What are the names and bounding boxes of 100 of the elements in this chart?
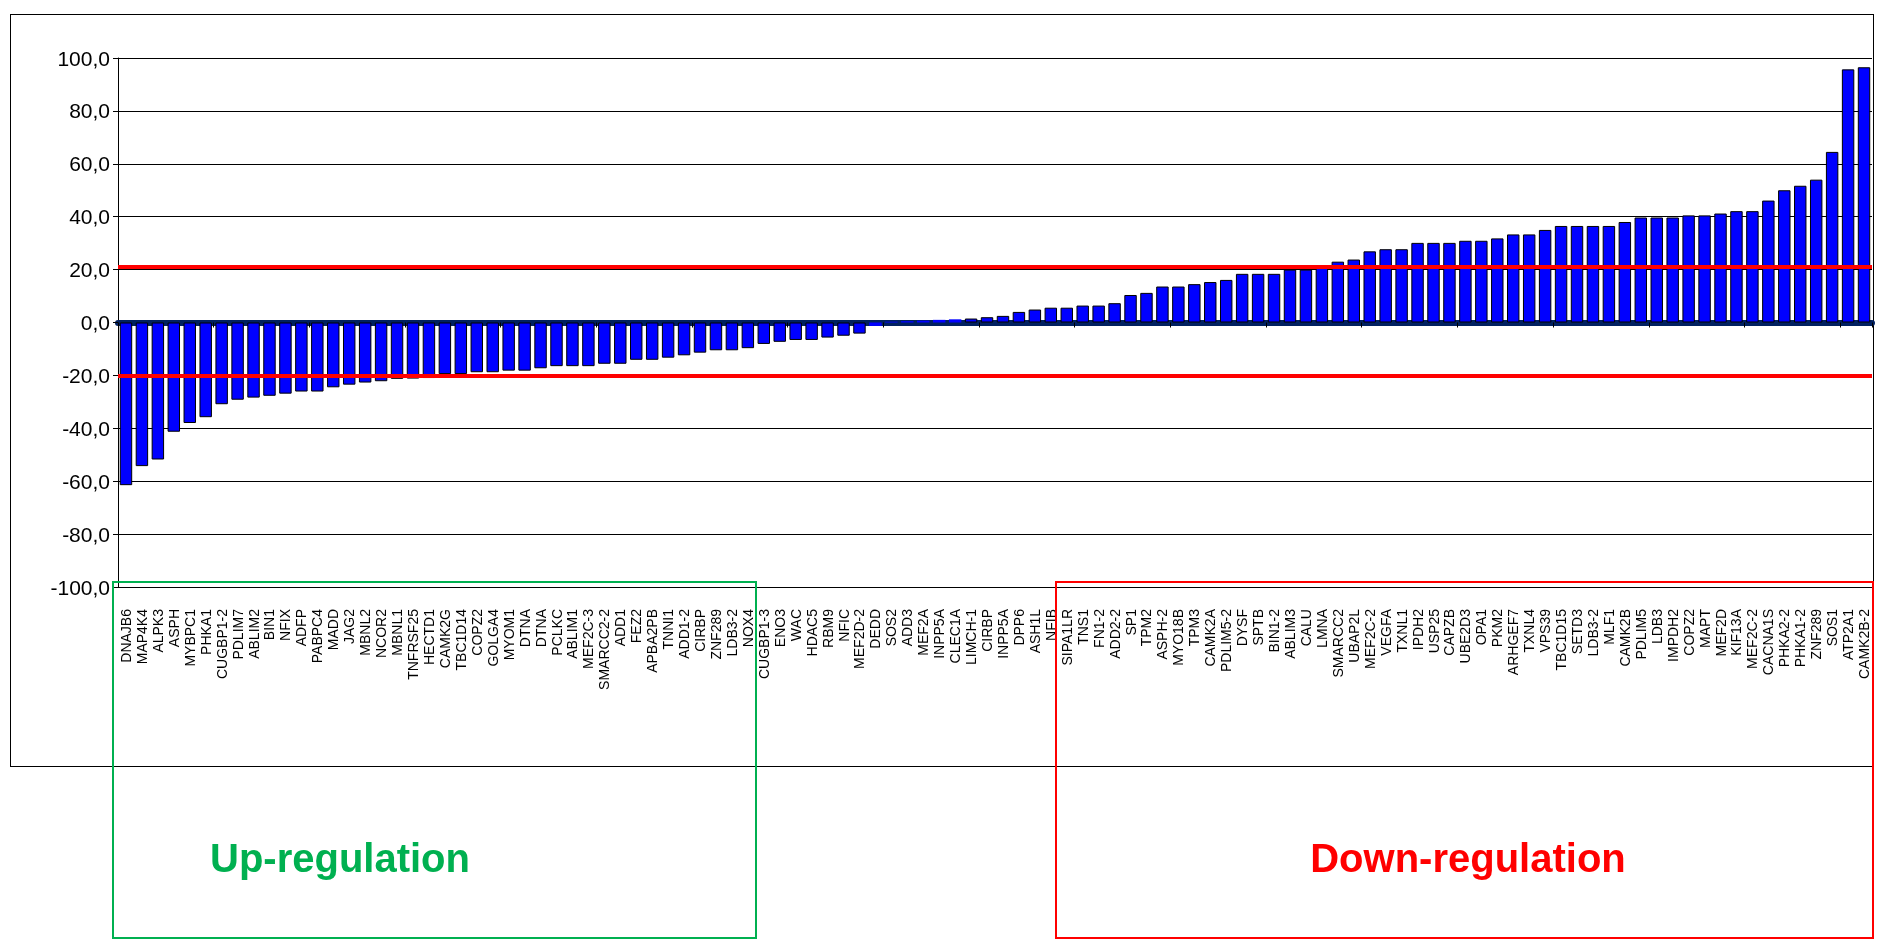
bar	[614, 322, 627, 364]
bar	[582, 322, 595, 367]
x-tick-label: LDB3-2	[723, 608, 740, 657]
y-tick-label: -80,0	[62, 522, 110, 546]
bar	[821, 322, 834, 338]
x-tick-label: DYSF	[1234, 609, 1251, 647]
x-tick-label: WAC	[787, 609, 804, 642]
bar	[1267, 273, 1281, 323]
bar	[1235, 273, 1249, 323]
bar	[1156, 286, 1169, 323]
x-tick-label: ABLIM3	[1281, 608, 1298, 659]
bar	[486, 322, 499, 373]
x-tick-label: ZNF289	[1808, 608, 1825, 660]
x-tick-label: PKM2	[1489, 608, 1506, 648]
x-tick-label: MAPT	[1696, 608, 1713, 648]
bar	[805, 322, 818, 340]
bar	[630, 322, 643, 360]
x-tick-label: MEF2C-2	[1361, 608, 1378, 669]
x-tick-label: ASH1L	[1026, 608, 1043, 654]
x-tick-label: TXNL1	[1393, 608, 1410, 653]
x-tick-label: CAMK2B-2	[1856, 608, 1873, 680]
x-tick-label: MYO18B	[1170, 609, 1187, 666]
bar	[853, 322, 866, 334]
x-tick-label: APBA2PB	[644, 609, 661, 673]
text: Down-regulation	[1309, 836, 1627, 881]
x-tick-label: SMARCC2-2	[596, 608, 613, 690]
bar	[215, 322, 228, 405]
x-tick-label: IMPDH2	[1664, 608, 1681, 662]
bar	[342, 322, 356, 385]
x-tick-label: CUGBP1-3	[755, 608, 772, 680]
bar	[327, 322, 340, 388]
x-tick-label: ABLIM1	[564, 608, 581, 659]
bar	[390, 322, 404, 379]
x-tick-label: CLEC1A	[947, 608, 964, 664]
bar	[598, 322, 611, 364]
x-tick-label: UBAP2L	[1345, 608, 1362, 663]
x-tick-label: PDLIM5	[1632, 608, 1649, 660]
y-tick-label: 80,0	[69, 99, 110, 123]
x-tick-label: MBNL1	[389, 608, 406, 656]
x-tick-label: BIN1	[261, 608, 278, 641]
x-tick-label: CIRBP	[979, 609, 996, 652]
bar	[725, 322, 739, 351]
x-tick-label: VEGFA	[1377, 608, 1394, 656]
bar	[470, 322, 483, 373]
y-tick-label: 60,0	[69, 152, 110, 176]
bar	[869, 322, 882, 326]
bar	[406, 322, 420, 379]
x-tick-label: LDB3-2	[1584, 608, 1601, 657]
y-tick-label: 40,0	[69, 205, 110, 229]
bar	[1028, 309, 1042, 323]
x-tick-label: NFIC	[835, 609, 852, 642]
x-tick-label: PDLIM5-2	[1218, 608, 1235, 673]
x-tick-label: MEF2C-2	[1744, 608, 1761, 669]
x-tick-label: DNAJB6	[117, 608, 134, 663]
bar	[741, 322, 755, 349]
bar	[263, 322, 276, 396]
x-tick-label: MEF2D	[1712, 609, 1729, 657]
x-tick-label: CIRBP	[692, 609, 709, 652]
x-tick-label: ADD3	[899, 608, 916, 647]
bar	[661, 322, 675, 358]
bar	[550, 322, 563, 367]
x-tick-label: NFIX	[277, 608, 294, 641]
x-tick-label: ADD1-2	[676, 608, 693, 659]
bar	[1108, 303, 1121, 323]
x-tick-label: CALU	[1297, 609, 1314, 647]
bar	[1124, 294, 1137, 323]
y-tick-label: -40,0	[62, 416, 110, 440]
y-tick-label: 100,0	[57, 46, 110, 70]
y-tick-label: -100,0	[50, 575, 110, 599]
bar	[1140, 292, 1153, 323]
bar	[247, 322, 260, 398]
x-tick-label: ASPH	[165, 609, 182, 648]
x-tick-label: FN1-2	[1090, 608, 1107, 648]
x-tick-label: LDB3	[1648, 608, 1665, 645]
bar	[534, 322, 547, 369]
x-tick-label: MEF2D-2	[851, 608, 868, 669]
bar	[199, 322, 212, 418]
x-tick-label: PDLIM7	[229, 608, 246, 660]
bar	[311, 322, 324, 392]
x-tick-label: PCLKC	[548, 609, 565, 656]
bar	[789, 322, 802, 340]
bar	[1092, 305, 1105, 323]
bar	[454, 322, 468, 375]
x-tick-label: KIF13A	[1728, 608, 1745, 656]
x-tick-label: LIMCH-1	[963, 608, 980, 666]
x-tick-label: GOLGA4	[484, 608, 501, 667]
bar	[757, 322, 771, 344]
bar	[1012, 311, 1026, 323]
x-tick-label: CACNA1S	[1760, 609, 1777, 676]
x-tick-label: COPZ2	[468, 608, 485, 656]
x-tick-label: ADFP	[293, 609, 310, 647]
x-tick-label: MYBPC1	[181, 608, 198, 667]
x-tick-label: SOS1	[1824, 608, 1841, 647]
x-tick-label: CAMK2G	[436, 609, 453, 669]
x-tick-label: SPTB	[1250, 609, 1267, 646]
bar	[948, 319, 962, 323]
y-tick-label: -60,0	[62, 469, 110, 493]
bar	[1251, 273, 1265, 323]
bar	[645, 322, 659, 360]
y-tick-label: 0,0	[80, 311, 110, 334]
